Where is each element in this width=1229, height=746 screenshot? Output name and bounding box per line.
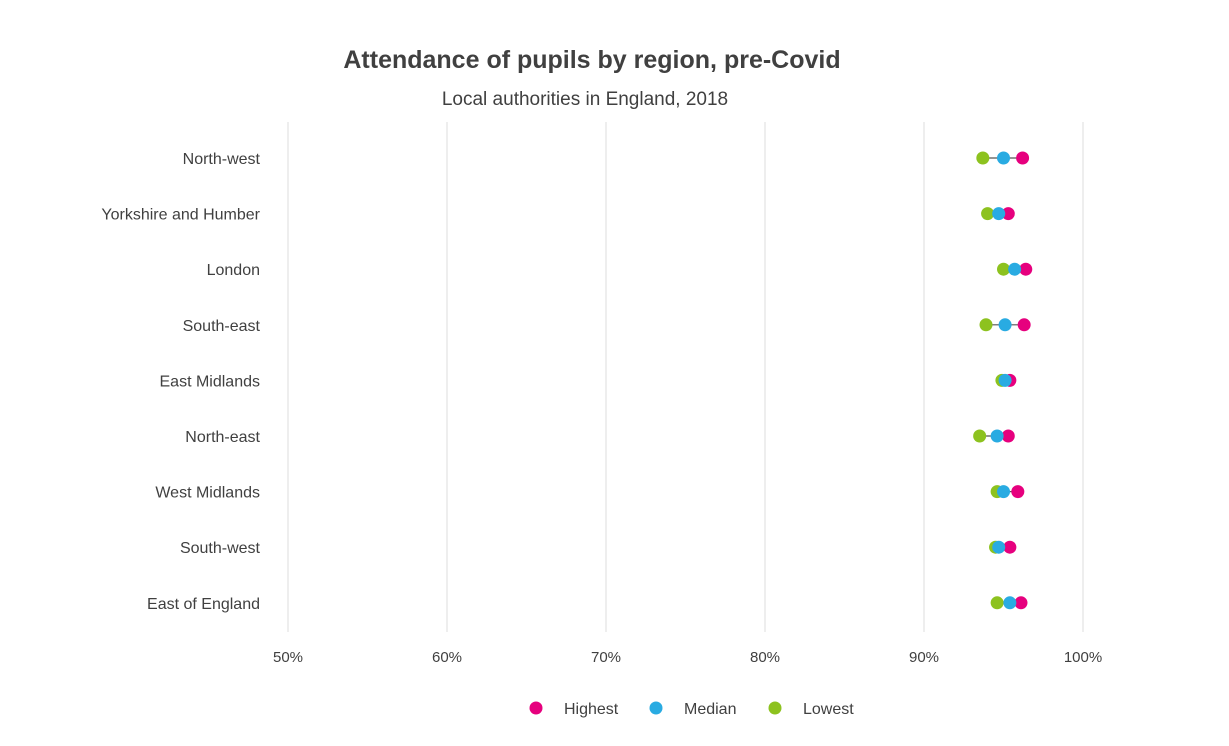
x-tick-label: 90%	[909, 649, 939, 666]
category-label: East Midlands	[160, 373, 261, 390]
legend-label-lowest: Lowest	[803, 701, 854, 718]
dot-lowest	[981, 207, 995, 221]
chart-title: Attendance of pupils by region, pre-Covi…	[343, 46, 841, 74]
dot-highest	[1011, 485, 1025, 499]
dot-median	[992, 207, 1006, 221]
dot-lowest	[973, 429, 987, 443]
x-tick-label: 50%	[273, 649, 303, 666]
legend-marker-median	[649, 701, 663, 715]
dot-lowest	[976, 151, 990, 165]
dot-highest	[1003, 540, 1017, 554]
x-tick-label: 80%	[750, 649, 780, 666]
x-tick-label: 60%	[432, 649, 462, 666]
x-tick-label: 100%	[1064, 649, 1102, 666]
chart-subtitle: Local authorities in England, 2018	[441, 89, 729, 110]
dot-lowest	[997, 262, 1010, 276]
legend-marker-highest	[529, 701, 543, 715]
category-label: North-east	[185, 429, 260, 446]
category-label: South-west	[180, 540, 261, 557]
legend-label-median: Median	[684, 701, 736, 718]
dot-highest	[1014, 596, 1028, 610]
legend-label-highest: Highest	[564, 701, 619, 718]
category-label: Yorkshire and Humber	[101, 207, 260, 224]
dot-median	[997, 485, 1010, 499]
dot-median	[998, 373, 1012, 387]
dot-median	[990, 429, 1004, 443]
category-label: East of England	[147, 596, 260, 613]
x-tick-label: 70%	[591, 649, 621, 666]
dot-median	[997, 151, 1010, 165]
category-label: West Midlands	[155, 485, 260, 502]
dot-highest	[1001, 429, 1015, 443]
dot-highest	[1016, 151, 1030, 165]
dot-lowest	[979, 318, 993, 332]
category-label: North-west	[183, 151, 261, 168]
legend-marker-lowest	[768, 701, 782, 715]
dot-lowest	[990, 596, 1004, 610]
dot-highest	[1017, 318, 1031, 332]
dot-median	[998, 318, 1012, 332]
category-label: London	[207, 262, 260, 279]
dot-median	[1003, 596, 1017, 610]
dot-median	[992, 540, 1006, 554]
dot-median	[1008, 262, 1022, 276]
dot-highest	[1019, 262, 1033, 276]
dot-highest	[1001, 207, 1015, 221]
category-label: South-east	[183, 318, 261, 335]
